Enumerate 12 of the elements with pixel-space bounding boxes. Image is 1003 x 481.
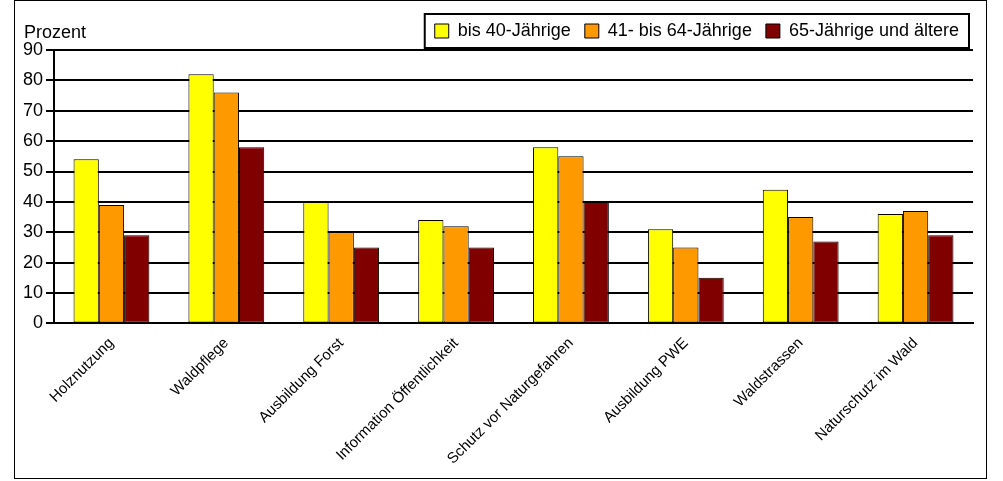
y-tick-label: 70 <box>22 99 44 120</box>
legend-label: 41- bis 64-Jährige <box>607 19 752 40</box>
y-tick-label: 50 <box>22 160 44 181</box>
y-tick-label: 60 <box>22 130 44 151</box>
y-tick-label: 80 <box>22 69 44 90</box>
y-tick-label: 10 <box>22 282 44 302</box>
legend-label: bis 40-Jährige <box>457 19 571 40</box>
y-tick-label: 40 <box>22 190 44 211</box>
y-tick-label: 30 <box>22 221 44 242</box>
y-tick-label: 20 <box>22 251 44 272</box>
y-tick-label: 0 <box>33 312 44 333</box>
legend-label: 65-Jährige und ältere <box>788 19 960 40</box>
